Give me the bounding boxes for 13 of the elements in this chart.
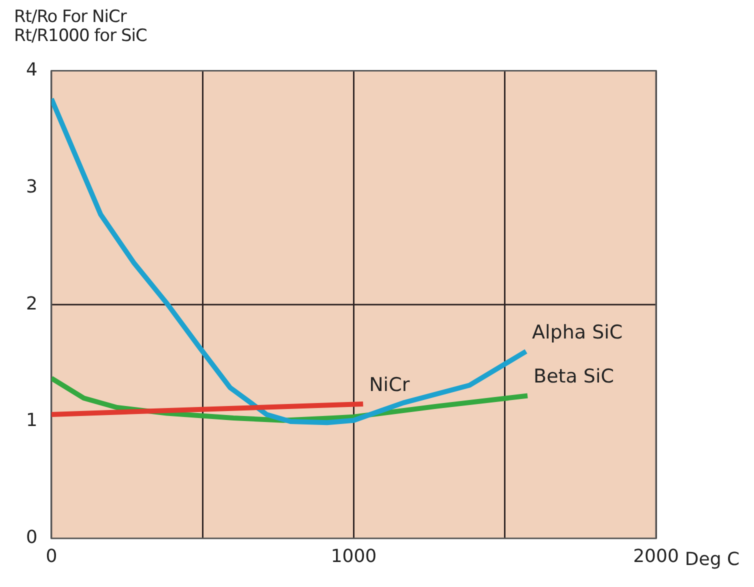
x-tick-label: 2000 — [633, 546, 679, 567]
x-tick-label: 0 — [46, 546, 58, 567]
series-label: NiCr — [369, 374, 410, 396]
y-tick-label: 2 — [26, 293, 38, 314]
y-tick-label: 1 — [26, 410, 38, 432]
x-axis-title: Deg C — [684, 549, 740, 570]
series-label: Alpha SiC — [532, 321, 623, 344]
y-tick-label: 4 — [26, 59, 38, 80]
y-axis-title: Rt/Ro For NiCr Rt/R1000 for SiC — [14, 7, 148, 46]
y-tick-label: 3 — [26, 176, 38, 198]
y-tick-label: 0 — [26, 527, 38, 548]
series-label: Beta SiC — [534, 366, 614, 388]
x-tick-label: 1000 — [330, 546, 377, 567]
